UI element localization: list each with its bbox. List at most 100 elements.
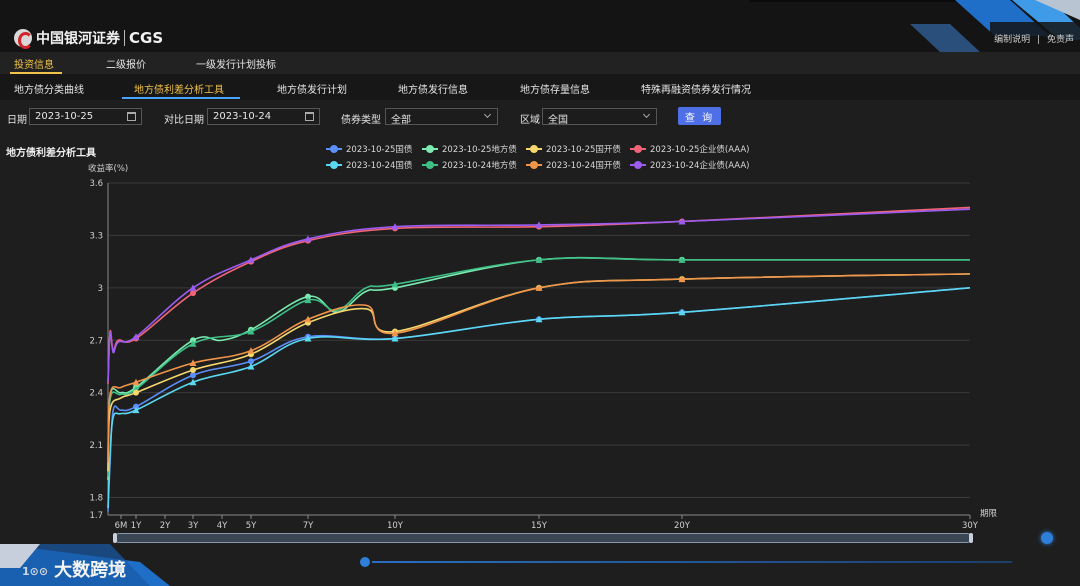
- data-point: [391, 335, 399, 342]
- data-point: [678, 256, 686, 263]
- cgs-logo-icon: [14, 29, 33, 49]
- nav-investment-info[interactable]: 投资信息: [14, 60, 54, 71]
- logo-divider: [124, 30, 125, 46]
- secondary-nav: 地方债分类曲线 地方债利差分析工具 地方债发行计划 地方债发行信息 地方债存量信…: [0, 74, 1080, 100]
- region-label: 区域: [520, 115, 540, 126]
- series-line: [107, 273, 971, 472]
- legend-item[interactable]: 2023-10-25国开债: [526, 143, 621, 155]
- tab-refinancing[interactable]: 特殊再融资债券发行情况: [641, 85, 751, 96]
- bond-type-value: 全部: [391, 115, 411, 126]
- series-line: [107, 206, 971, 384]
- legend-swatch-icon: [526, 144, 542, 154]
- x-tick-label: 4Y: [217, 521, 228, 531]
- tab-spread-tool[interactable]: 地方债利差分析工具: [134, 85, 224, 96]
- chart-title: 地方债利差分析工具: [6, 148, 96, 159]
- y-tick-label: 2.4: [89, 389, 103, 399]
- legend-item[interactable]: 2023-10-25国债: [326, 143, 412, 155]
- calendar-icon[interactable]: [127, 112, 136, 121]
- region-value: 全国: [548, 115, 568, 126]
- data-point: [247, 256, 255, 263]
- legend-item[interactable]: 2023-10-24国债: [326, 159, 412, 171]
- y-tick-label: 2.1: [89, 441, 103, 451]
- series-line: [107, 287, 971, 509]
- data-point: [247, 347, 255, 354]
- brand-logo[interactable]: 中国银河证券 CGS: [14, 28, 163, 49]
- tab-curve[interactable]: 地方债分类曲线: [14, 85, 84, 96]
- data-point: [535, 315, 543, 323]
- data-point: [132, 333, 140, 340]
- legend-label: 2023-10-25国开债: [546, 145, 621, 155]
- series-line: [107, 256, 970, 481]
- footer-decoration: [0, 544, 170, 586]
- data-point: [535, 256, 543, 263]
- bond-type-select[interactable]: 全部: [385, 108, 498, 126]
- data-point: [190, 372, 196, 379]
- x-tick-label: 2Y: [160, 521, 171, 531]
- data-point: [189, 378, 197, 386]
- data-point: [189, 284, 197, 291]
- watermark-text: 大数跨境: [54, 560, 127, 581]
- date-picker[interactable]: 2023-10-25: [29, 108, 142, 125]
- y-tick-label: 3.3: [89, 231, 103, 241]
- bond-type-label: 债券类型: [341, 115, 381, 126]
- tab-issue-plan[interactable]: 地方债发行计划: [277, 85, 347, 96]
- date-value: 2023-10-25: [35, 111, 94, 122]
- legend-label: 2023-10-25企业债(AAA): [650, 145, 750, 155]
- y-tick-label: 3.6: [89, 179, 103, 189]
- tab-stock-info[interactable]: 地方债存量信息: [520, 85, 590, 96]
- x-tick-label: 1Y: [131, 521, 142, 531]
- link-explanation[interactable]: 编制说明: [994, 35, 1031, 45]
- data-point: [678, 217, 686, 225]
- legend-item[interactable]: 2023-10-24地方债: [422, 159, 517, 171]
- filter-bar: 日期 2023-10-25 对比日期 2023-10-24 债券类型 全部 区域…: [0, 104, 1080, 130]
- zoom-handle-right[interactable]: [969, 533, 973, 543]
- nav1-active-indicator: [10, 72, 62, 74]
- y-tick-label: 2.7: [89, 336, 103, 346]
- data-point: [190, 366, 196, 373]
- legend-item[interactable]: 2023-10-25企业债(AAA): [630, 143, 749, 155]
- x-tick-label: 15Y: [531, 521, 548, 531]
- x-tick-label: 5Y: [246, 521, 257, 531]
- calendar-icon[interactable]: [305, 112, 314, 121]
- data-point: [189, 340, 197, 347]
- region-select[interactable]: 全国: [542, 108, 657, 126]
- legend-item[interactable]: 2023-10-24企业债(AAA): [630, 159, 749, 171]
- data-point: [190, 290, 196, 297]
- data-point: [304, 235, 312, 242]
- x-tick-label: 3Y: [188, 521, 199, 531]
- query-button[interactable]: 查 询: [678, 107, 721, 125]
- link-disclaimer[interactable]: 免责声: [1046, 35, 1074, 45]
- brand-name-cn: 中国银河证券: [36, 31, 120, 47]
- x-tick-label: 20Y: [674, 521, 691, 531]
- nav-primary-bidding[interactable]: 一级发行计划投标: [196, 60, 276, 71]
- legend-item[interactable]: 2023-10-24国开债: [526, 159, 621, 171]
- yield-curve-chart[interactable]: 收益率(%) 1.7 1.8 2.1 2.4 2.7 3 3.3 3.6 6M 1Y 2Y 3Y 4Y 5Y…: [0, 160, 1080, 536]
- x-tick-label: 7Y: [303, 521, 314, 531]
- series-line: [107, 208, 971, 383]
- x-tick-label: 10Y: [387, 521, 404, 531]
- data-point: [391, 280, 399, 288]
- legend-swatch-icon: [422, 144, 438, 154]
- nav2-active-indicator: [122, 97, 240, 99]
- data-point: [133, 389, 139, 396]
- zoom-handle-left[interactable]: [113, 533, 117, 543]
- zoom-slider[interactable]: [113, 533, 973, 543]
- date-label: 日期: [7, 115, 27, 126]
- legend-swatch-icon: [422, 160, 438, 170]
- tab-issue-info[interactable]: 地方债发行信息: [398, 85, 468, 96]
- legend-item[interactable]: 2023-10-25地方债: [422, 143, 517, 155]
- compare-date-label: 对比日期: [164, 115, 204, 126]
- header-decoration: [750, 0, 1080, 52]
- compare-date-picker[interactable]: 2023-10-24: [207, 108, 320, 125]
- legend-label: 2023-10-25地方债: [442, 145, 517, 155]
- legend-label: 2023-10-24国债: [346, 161, 413, 171]
- data-point: [535, 284, 543, 291]
- legend-label: 2023-10-24企业债(AAA): [650, 161, 750, 171]
- data-point: [247, 362, 255, 370]
- data-point: [304, 315, 312, 323]
- data-point: [391, 329, 399, 337]
- nav-secondary-quote[interactable]: 二级报价: [106, 60, 146, 71]
- data-point: [132, 378, 140, 386]
- legend-swatch-icon: [630, 160, 646, 170]
- chevron-down-icon: [642, 110, 651, 119]
